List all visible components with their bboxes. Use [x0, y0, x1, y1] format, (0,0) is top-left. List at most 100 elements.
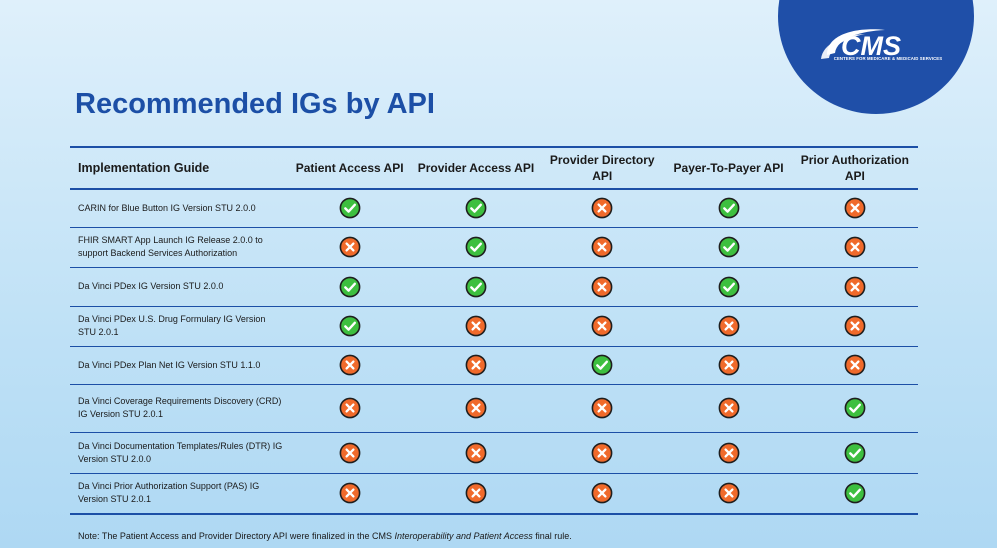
support-cell: [665, 346, 792, 385]
support-cell: [412, 189, 540, 228]
support-cell: [539, 384, 666, 433]
x-circle-icon: [465, 354, 487, 376]
x-circle-icon: [718, 482, 740, 504]
x-circle-icon: [591, 236, 613, 258]
check-circle-icon: [844, 442, 866, 464]
support-cell: [286, 267, 413, 307]
check-circle-icon: [844, 482, 866, 504]
support-cell: [665, 306, 792, 347]
support-cell: [286, 306, 413, 347]
support-cell: [412, 306, 540, 347]
table-row: Da Vinci PDex U.S. Drug Formulary IG Ver…: [70, 306, 918, 347]
support-cell: [665, 384, 792, 433]
implementation-guide-name: Da Vinci Coverage Requirements Discovery…: [70, 384, 287, 433]
support-cell: [286, 432, 413, 474]
support-cell: [539, 473, 666, 515]
support-cell: [412, 267, 540, 307]
svg-text:CMS: CMS: [841, 31, 901, 61]
support-cell: [665, 189, 792, 228]
table-row: Da Vinci Documentation Templates/Rules (…: [70, 432, 918, 474]
check-circle-icon: [465, 197, 487, 219]
check-circle-icon: [465, 236, 487, 258]
implementation-guide-name: Da Vinci Documentation Templates/Rules (…: [70, 432, 287, 474]
table-row: FHIR SMART App Launch IG Release 2.0.0 t…: [70, 227, 918, 268]
x-circle-icon: [465, 397, 487, 419]
support-cell: [791, 306, 918, 347]
support-cell: [286, 227, 413, 268]
x-circle-icon: [465, 482, 487, 504]
x-circle-icon: [718, 354, 740, 376]
footnote-text: Note: The Patient Access and Provider Di…: [78, 531, 395, 541]
support-cell: [665, 267, 792, 307]
implementation-guide-name: FHIR SMART App Launch IG Release 2.0.0 t…: [70, 227, 287, 268]
check-circle-icon: [339, 315, 361, 337]
x-circle-icon: [465, 315, 487, 337]
x-circle-icon: [339, 236, 361, 258]
header-provider-directory-api: Provider Directory API: [549, 153, 655, 183]
table-row: Da Vinci Prior Authorization Support (PA…: [70, 473, 918, 515]
support-cell: [791, 267, 918, 307]
implementation-guide-name: CARIN for Blue Button IG Version STU 2.0…: [70, 189, 287, 228]
support-cell: [412, 432, 540, 474]
support-cell: [791, 384, 918, 433]
support-cell: [539, 346, 666, 385]
check-circle-icon: [718, 197, 740, 219]
cms-logo-icon: CMS: [821, 29, 901, 61]
support-cell: [665, 227, 792, 268]
support-cell: [286, 473, 413, 515]
x-circle-icon: [844, 197, 866, 219]
table-row: Da Vinci Coverage Requirements Discovery…: [70, 384, 918, 433]
page-title: Recommended IGs by API: [75, 88, 435, 120]
x-circle-icon: [339, 482, 361, 504]
implementation-guide-name: Da Vinci PDex U.S. Drug Formulary IG Ver…: [70, 306, 287, 347]
support-cell: [286, 189, 413, 228]
table-row: CARIN for Blue Button IG Version STU 2.0…: [70, 189, 918, 228]
x-circle-icon: [591, 197, 613, 219]
support-cell: [539, 267, 666, 307]
header-patient-access-api: Patient Access API: [295, 161, 404, 175]
x-circle-icon: [591, 397, 613, 419]
x-circle-icon: [591, 442, 613, 464]
x-circle-icon: [339, 442, 361, 464]
x-circle-icon: [718, 315, 740, 337]
ig-api-table: Implementation Guide Patient Access API …: [70, 146, 918, 515]
support-cell: [539, 189, 666, 228]
x-circle-icon: [844, 354, 866, 376]
implementation-guide-name: Da Vinci Prior Authorization Support (PA…: [70, 473, 287, 515]
support-cell: [791, 189, 918, 228]
support-cell: [665, 432, 792, 474]
support-cell: [791, 432, 918, 474]
support-cell: [412, 346, 540, 385]
table-header-row: Implementation Guide Patient Access API …: [70, 147, 918, 189]
x-circle-icon: [718, 397, 740, 419]
support-cell: [539, 306, 666, 347]
header-prior-authorization-api: Prior Authorization API: [800, 153, 909, 183]
support-cell: [412, 227, 540, 268]
footnote-text-end: final rule.: [532, 531, 572, 541]
footnote-rule-name: Interoperability and Patient Access: [394, 531, 533, 541]
support-cell: [665, 473, 792, 515]
header-payer-to-payer-api: Payer-To-Payer API: [673, 161, 784, 175]
support-cell: [412, 384, 540, 433]
x-circle-icon: [465, 442, 487, 464]
cms-logo-subtitle: CENTERS FOR MEDICARE & MEDICAID SERVICES: [833, 56, 943, 61]
x-circle-icon: [844, 315, 866, 337]
table-row: Da Vinci PDex IG Version STU 2.0.0: [70, 267, 918, 307]
support-cell: [791, 346, 918, 385]
check-circle-icon: [718, 236, 740, 258]
check-circle-icon: [339, 276, 361, 298]
implementation-guide-name: Da Vinci PDex IG Version STU 2.0.0: [70, 267, 287, 307]
check-circle-icon: [591, 354, 613, 376]
support-cell: [791, 473, 918, 515]
check-circle-icon: [844, 397, 866, 419]
x-circle-icon: [591, 482, 613, 504]
implementation-guide-name: Da Vinci PDex Plan Net IG Version STU 1.…: [70, 346, 287, 385]
x-circle-icon: [591, 315, 613, 337]
support-cell: [286, 346, 413, 385]
header-provider-access-api: Provider Access API: [417, 161, 535, 175]
footnote: Note: The Patient Access and Provider Di…: [78, 531, 572, 541]
check-circle-icon: [465, 276, 487, 298]
x-circle-icon: [718, 442, 740, 464]
check-circle-icon: [718, 276, 740, 298]
support-cell: [286, 384, 413, 433]
